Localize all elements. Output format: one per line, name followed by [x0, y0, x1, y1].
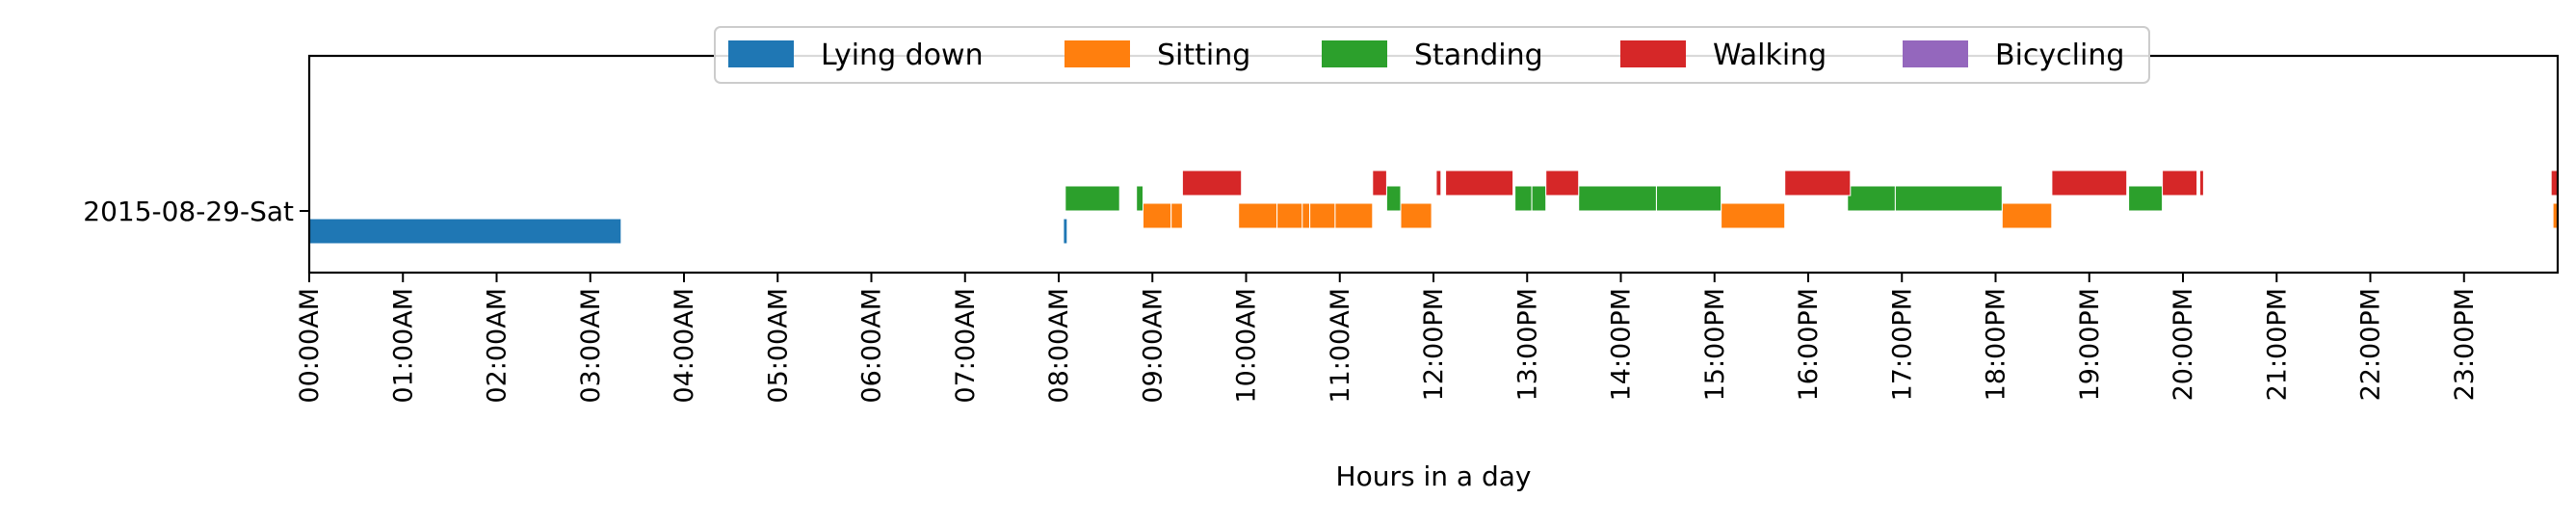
- x-tick-label-15: 15:00PM: [1700, 288, 1730, 401]
- bar-standing-9: [2128, 185, 2164, 212]
- x-tick-label-9: 09:00AM: [1138, 288, 1168, 404]
- bars-layer: [308, 170, 2559, 245]
- x-axis: 00:00AM 01:00AM 02:00AM 03:00AM 04:00AM 05:00…: [295, 273, 2480, 404]
- y-tick-label-0: 2015-08-29-Sat: [83, 196, 294, 227]
- x-axis-title: Hours in a day: [1336, 460, 1532, 492]
- plot-frame: [307, 54, 2560, 275]
- legend-swatch-sitting: [1065, 40, 1130, 67]
- legend-label-lying-down: Lying down: [821, 39, 984, 72]
- x-tick-label-7: 07:00AM: [951, 288, 981, 404]
- bar-standing-2: [1385, 185, 1402, 212]
- x-tick-label-5: 05:00AM: [763, 288, 793, 404]
- x-tick-label-17: 17:00PM: [1887, 288, 1917, 401]
- x-tick-label-3: 03:00AM: [576, 288, 606, 404]
- bar-walking-0: [1181, 170, 1243, 197]
- bar-sitting-5: [1309, 202, 1336, 229]
- bar-standing-6: [1656, 185, 1722, 212]
- x-tick-label-0: 00:00AM: [295, 288, 325, 404]
- bar-walking-7: [2162, 170, 2198, 197]
- x-tick-label-1: 01:00AM: [388, 288, 418, 404]
- bar-standing-4: [1531, 185, 1547, 212]
- bar-walking-1: [1372, 170, 1387, 197]
- x-tick-label-12: 12:00PM: [1419, 288, 1449, 401]
- legend-swatch-bicycling: [1903, 40, 1968, 67]
- x-tick-label-8: 08:00AM: [1044, 288, 1074, 404]
- bar-standing-3: [1514, 185, 1533, 212]
- bar-lying-down-0: [308, 218, 622, 245]
- legend-label-bicycling: Bicycling: [1995, 39, 2124, 72]
- x-tick-label-10: 10:00AM: [1232, 288, 1262, 404]
- x-tick-label-2: 02:00AM: [483, 288, 513, 404]
- legend-label-walking: Walking: [1713, 39, 1827, 72]
- x-tick-label-16: 16:00PM: [1794, 288, 1824, 401]
- bar-walking-5: [1784, 170, 1852, 197]
- x-tick-label-23: 23:00PM: [2450, 288, 2480, 401]
- x-tick-label-6: 06:00AM: [857, 288, 887, 404]
- bar-sitting-7: [1400, 202, 1433, 229]
- bar-walking-6: [2051, 170, 2128, 197]
- bar-sitting-6: [1334, 202, 1374, 229]
- legend-swatch-standing: [1322, 40, 1387, 67]
- bar-walking-3: [1445, 170, 1514, 197]
- bar-walking-2: [1435, 170, 1442, 197]
- legend-swatch-lying-down: [728, 40, 794, 67]
- y-axis: 2015-08-29-Sat: [83, 196, 309, 227]
- bar-walking-8: [2199, 170, 2204, 197]
- bar-sitting-0: [1143, 202, 1172, 229]
- x-tick-label-22: 22:00PM: [2356, 288, 2386, 401]
- bar-sitting-2: [1238, 202, 1278, 229]
- legend-label-standing: Standing: [1414, 39, 1543, 72]
- x-tick-label-18: 18:00PM: [1982, 288, 2011, 401]
- x-tick-label-19: 19:00PM: [2075, 288, 2105, 401]
- legend-label-sitting: Sitting: [1157, 39, 1250, 72]
- bar-standing-8: [1894, 185, 2003, 212]
- bar-sitting-9: [2001, 202, 2053, 229]
- bar-standing-5: [1578, 185, 1657, 212]
- x-tick-label-13: 13:00PM: [1512, 288, 1542, 401]
- x-tick-label-4: 04:00AM: [670, 288, 699, 404]
- x-tick-label-11: 11:00AM: [1326, 288, 1355, 404]
- legend-swatch-walking: [1620, 40, 1686, 67]
- bar-standing-1: [1136, 185, 1143, 212]
- bar-lying-down-1: [1063, 218, 1068, 245]
- bar-standing-0: [1065, 185, 1120, 212]
- x-tick-label-14: 14:00PM: [1607, 288, 1637, 401]
- bar-sitting-4: [1301, 202, 1311, 229]
- legend: Lying down Sitting Standing Walking Bicyclin…: [714, 26, 2150, 84]
- bar-sitting-8: [1721, 202, 1786, 229]
- x-tick-label-20: 20:00PM: [2169, 288, 2198, 401]
- bar-sitting-3: [1276, 202, 1303, 229]
- bar-sitting-1: [1170, 202, 1183, 229]
- bar-standing-7: [1847, 185, 1896, 212]
- bar-walking-4: [1545, 170, 1580, 197]
- x-tick-label-21: 21:00PM: [2262, 288, 2292, 401]
